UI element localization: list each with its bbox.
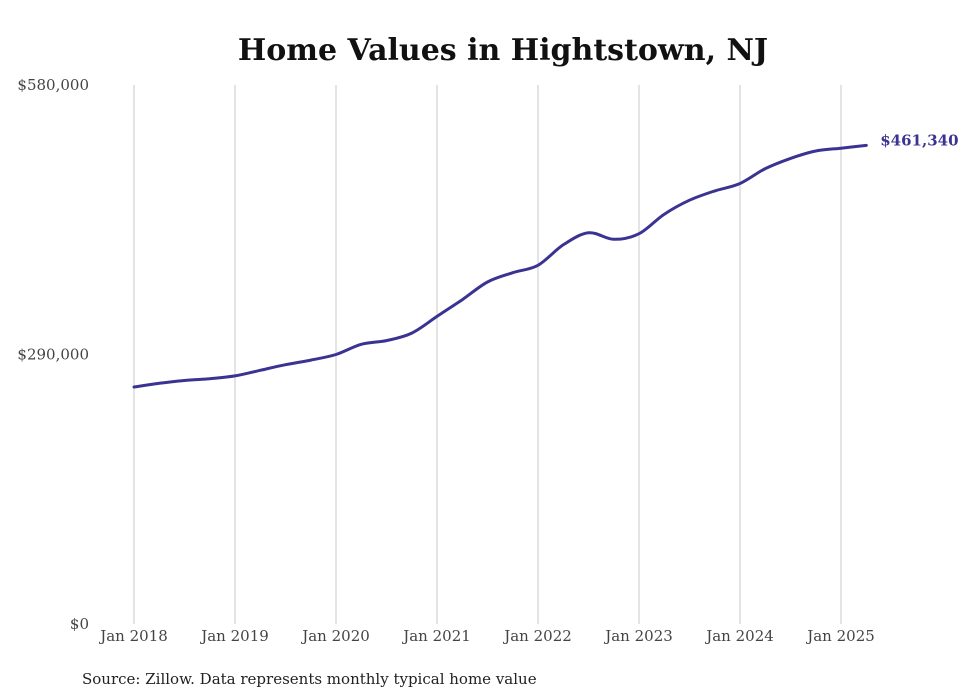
x-tick-label: Jan 2021 bbox=[401, 627, 471, 645]
x-tick-label: Jan 2024 bbox=[704, 627, 774, 645]
x-tick-label: Jan 2019 bbox=[199, 627, 269, 645]
x-tick-label: Jan 2018 bbox=[98, 627, 168, 645]
x-axis-ticks: Jan 2018 Jan 2019 Jan 2020 Jan 2021 Jan 2022… bbox=[98, 627, 875, 645]
y-tick-label: $0 bbox=[70, 615, 89, 633]
x-tick-label: Jan 2020 bbox=[300, 627, 370, 645]
series-line bbox=[132, 143, 868, 389]
x-tick-label: Jan 2023 bbox=[603, 627, 673, 645]
chart-title: Home Values in Hightstown, NJ bbox=[238, 33, 768, 68]
grid-lines bbox=[133, 85, 842, 624]
y-axis-ticks: $0 $290,000 $580,000 bbox=[17, 76, 89, 633]
y-tick-label: $580,000 bbox=[17, 76, 89, 94]
x-tick-label: Jan 2022 bbox=[502, 627, 572, 645]
x-tick-label: Jan 2025 bbox=[805, 627, 875, 645]
y-tick-label: $290,000 bbox=[17, 346, 89, 364]
source-note: Source: Zillow. Data represents monthly … bbox=[82, 670, 537, 688]
end-value-label: $461,340 bbox=[880, 131, 958, 149]
